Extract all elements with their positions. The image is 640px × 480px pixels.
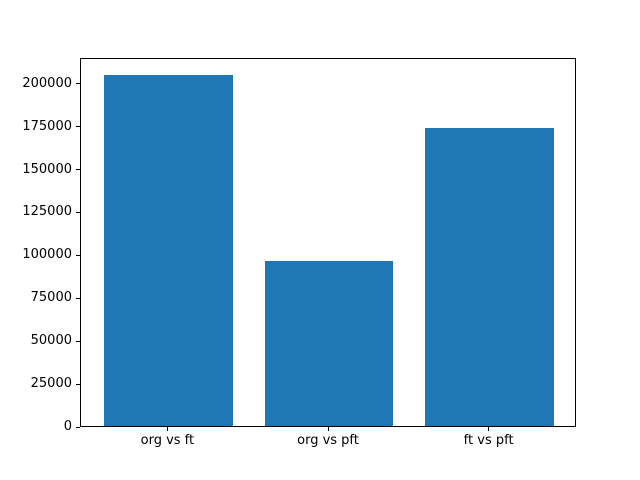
plot-area xyxy=(80,58,576,427)
y-tick-label: 50000 xyxy=(30,333,72,349)
y-tick-mark xyxy=(76,83,80,85)
x-tick-label: org vs pft xyxy=(297,433,359,448)
bar-org-vs-ft xyxy=(104,74,233,426)
y-tick-mark xyxy=(76,169,80,171)
y-tick-mark xyxy=(76,254,80,256)
y-tick-mark xyxy=(76,211,80,213)
y-tick-mark xyxy=(76,340,80,342)
y-tick-label: 150000 xyxy=(22,161,72,177)
y-tick-label: 200000 xyxy=(22,75,72,91)
x-tick-mark xyxy=(166,427,168,431)
y-tick-label: 75000 xyxy=(30,290,72,306)
y-tick-label: 25000 xyxy=(30,376,72,392)
y-tick-mark xyxy=(76,426,80,428)
x-tick-label: org vs ft xyxy=(140,433,195,448)
y-tick-mark xyxy=(76,297,80,299)
x-tick-mark xyxy=(327,427,329,431)
y-tick-label: 0 xyxy=(63,419,72,434)
y-tick-label: 100000 xyxy=(22,247,72,263)
bar-org-vs-pft xyxy=(264,260,394,426)
bar-ft-vs-pft xyxy=(425,127,554,426)
y-tick-mark xyxy=(76,383,80,385)
x-tick-mark xyxy=(488,427,490,431)
y-tick-label: 125000 xyxy=(22,204,72,220)
x-tick-label: ft vs pft xyxy=(463,433,514,448)
y-tick-mark xyxy=(76,126,80,128)
y-tick-label: 175000 xyxy=(22,118,72,134)
